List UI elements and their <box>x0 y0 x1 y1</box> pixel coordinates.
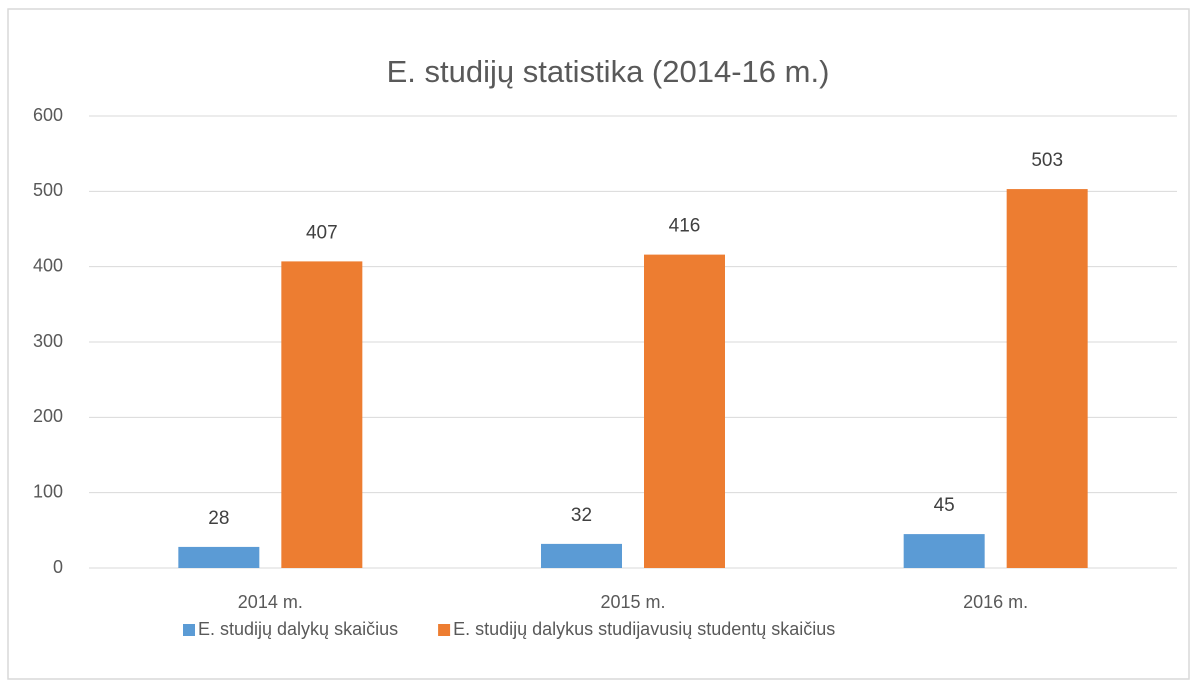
y-tick-label: 400 <box>33 255 63 275</box>
y-tick-label: 100 <box>33 481 63 501</box>
y-tick-label: 500 <box>33 180 63 200</box>
x-tick-label: 2015 m. <box>600 592 665 612</box>
data-label: 416 <box>669 216 701 237</box>
bar <box>644 254 725 568</box>
legend-label: E. studijų dalykų skaičius <box>198 619 398 639</box>
y-tick-label: 200 <box>33 406 63 426</box>
y-tick-label: 0 <box>53 557 63 577</box>
data-label: 407 <box>306 222 338 243</box>
bar <box>903 534 985 568</box>
bar <box>178 546 260 568</box>
data-label: 503 <box>1031 150 1063 171</box>
data-label: 45 <box>934 495 955 516</box>
bar <box>1006 189 1088 568</box>
data-label: 32 <box>571 505 592 526</box>
y-tick-label: 300 <box>33 331 63 351</box>
data-label: 28 <box>208 508 229 529</box>
x-tick-label: 2014 m. <box>238 592 303 612</box>
x-tick-label: 2016 m. <box>963 592 1028 612</box>
legend-label: E. studijų dalykus studijavusių studentų… <box>453 619 835 639</box>
bar <box>281 261 363 568</box>
y-tick-label: 600 <box>33 105 63 125</box>
bar <box>541 543 622 568</box>
legend-swatch <box>438 624 451 636</box>
legend-swatch <box>183 624 195 636</box>
chart-title: E. studijų statistika (2014-16 m.) <box>387 54 830 89</box>
